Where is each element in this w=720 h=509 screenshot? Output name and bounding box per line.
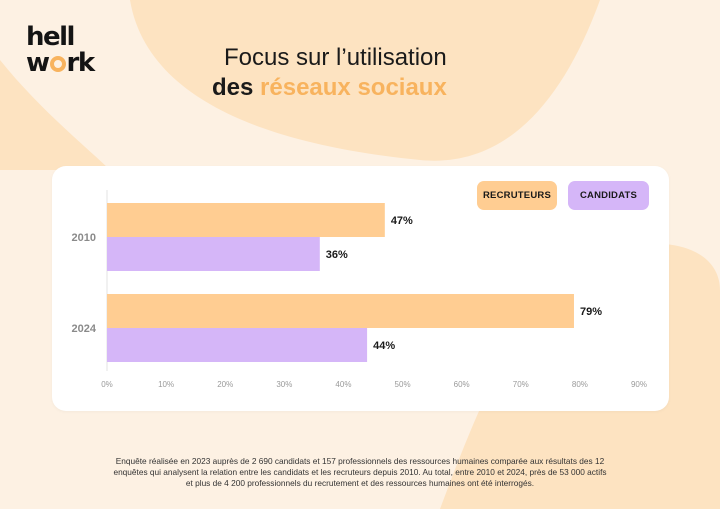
bar-chart: 2010 47% 36% 2024 79% 44% 0% 10% 20% 30% 40% 50% 60%… [72,190,647,389]
x-tick-label: 20% [217,380,233,389]
x-tick-label: 80% [572,380,588,389]
x-tick-label: 60% [454,380,470,389]
footnote-line-1: Enquête réalisée en 2023 auprès de 2 690… [115,456,605,466]
legend-recruteurs: RECRUTEURS [477,181,557,210]
data-label-candidats-2010: 36% [326,249,348,261]
survey-footnote: Enquête réalisée en 2023 auprès de 2 690… [60,456,660,489]
title-highlight: réseaux sociaux [260,74,447,101]
logo-line-2: w rk [26,48,95,78]
logo-ring-icon [49,56,66,72]
title-line-2: des réseaux sociaux [212,74,447,101]
category-label-2024: 2024 [72,323,97,335]
x-tick-label: 10% [158,380,174,389]
bar-recruteurs-2024 [107,294,574,328]
category-label-2010: 2010 [72,232,96,244]
x-tick-label: 40% [335,380,351,389]
data-label-recruteurs-2024: 79% [580,306,602,318]
title-line-1: Focus sur l’utilisation [224,44,447,71]
chart-card: 2010 47% 36% 2024 79% 44% 0% 10% 20% 30% 40% 50% 60%… [52,166,669,411]
bar-candidats-2010 [107,237,320,271]
x-tick-label: 50% [395,380,411,389]
x-tick-label: 0% [101,380,113,389]
data-label-recruteurs-2010: 47% [391,215,413,227]
x-tick-label: 30% [276,380,292,389]
hellowork-logo: hell w rk [26,24,136,76]
x-tick-label: 70% [513,380,529,389]
footnote-line-3: et plus de 4 200 professionnels du recru… [185,478,535,488]
logo-line-1: hell [26,22,75,52]
bar-candidats-2024 [107,328,368,362]
legend-candidats: CANDIDATS [568,181,649,210]
x-tick-label: 90% [631,380,647,389]
data-label-candidats-2024: 44% [373,340,395,352]
bar-recruteurs-2010 [107,203,385,237]
footnote-line-2: enquêtes qui analysent la relation entre… [113,467,607,477]
